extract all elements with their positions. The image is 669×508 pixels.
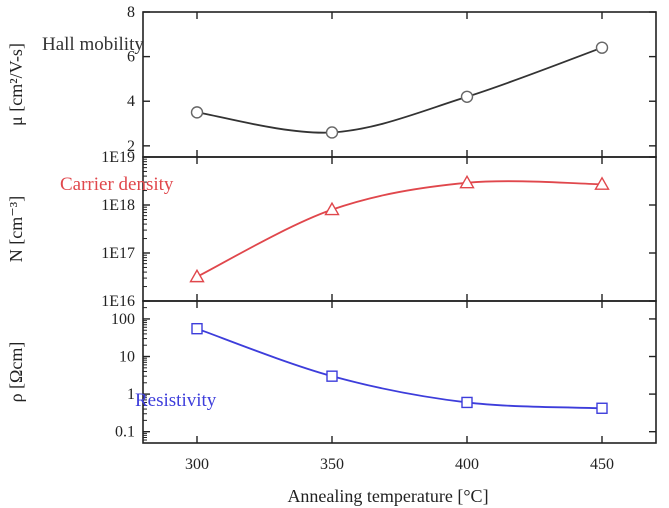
data-point (594, 176, 610, 190)
y-axis-label: N [cm⁻³] (6, 196, 26, 262)
panel-label: Hall mobility (42, 34, 144, 55)
series-line (196, 46, 603, 134)
x-tick-label: 300 (185, 456, 209, 473)
data-point (461, 396, 473, 409)
x-tick-label: 400 (455, 456, 479, 473)
y-tick-label: 6 (127, 49, 135, 66)
y-tick-label: 1E18 (101, 197, 135, 214)
x-tick-label: 450 (590, 456, 614, 473)
y-tick-label: 4 (127, 93, 135, 110)
data-point (595, 41, 609, 54)
series-line (196, 180, 603, 278)
panel-frame (142, 11, 657, 158)
panel-label: Carrier density (60, 174, 174, 195)
panel-frame (142, 300, 657, 444)
y-axis-label: ρ [Ωcm] (6, 342, 26, 403)
y-axis-label: μ [cm²/V-s] (6, 43, 26, 126)
x-axis: 300 350 400 450 (185, 12, 614, 473)
data-point (460, 90, 474, 103)
y-tick-label: 1 (127, 386, 135, 403)
data-point (189, 268, 205, 283)
data-point (326, 370, 338, 382)
y-tick-label: 1E16 (101, 293, 135, 310)
series-line (196, 327, 603, 410)
y-tick-label: 1E19 (101, 149, 135, 166)
x-tick-label: 350 (320, 456, 344, 473)
data-point (325, 126, 339, 139)
y-tick-label: 2 (127, 138, 135, 155)
y-tick-label: 100 (111, 311, 135, 328)
panel-3: 0.1 1 10 100 ρ [Ωcm] Resistivity (6, 300, 657, 444)
x-axis-label: Annealing temperature [°C] (287, 486, 488, 506)
panel-2: 1E16 1E17 1E18 1E19 N [cm⁻³] Carrier density (6, 149, 657, 310)
data-point (324, 201, 340, 216)
data-point (596, 402, 608, 414)
panel-1: 2 4 6 8 μ [cm²/V-s] Hall mobility (6, 4, 657, 158)
data-point (191, 322, 203, 335)
y-tick-label: 0.1 (115, 424, 135, 441)
y-tick-label: 10 (119, 349, 135, 366)
panel-label: Resistivity (135, 390, 217, 411)
data-point (190, 106, 204, 119)
data-point (459, 174, 475, 189)
panel-frame (142, 156, 657, 302)
panels: 2 4 6 8 μ [cm²/V-s] Hall mobility 1E16 1E17 1E18… (6, 4, 657, 444)
y-tick-label: 1E17 (101, 245, 135, 262)
y-tick-label: 8 (127, 4, 135, 21)
